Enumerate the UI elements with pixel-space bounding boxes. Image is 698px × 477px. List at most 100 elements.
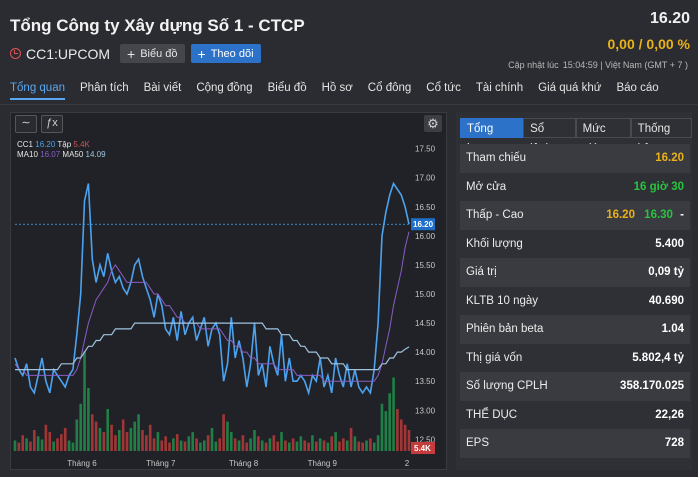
chart-panel: ∼ ƒx ⚙ CC1 16.20 Tập 5.4K MA10 16.07 MA5… xyxy=(10,112,447,470)
chart-button[interactable]: + Biểu đồ xyxy=(120,44,185,63)
volume-bar xyxy=(152,438,156,451)
volume-bar xyxy=(272,435,276,451)
volume-bar xyxy=(98,427,102,451)
stats-panel: Tổng hợp Sổ lệnh Mức giá Thống kê Tham c… xyxy=(456,112,692,470)
tab-chart[interactable]: Biểu đồ xyxy=(267,82,307,94)
x-tick-label: Tháng 8 xyxy=(229,459,259,468)
volume-bar xyxy=(206,435,210,451)
tab-analysis[interactable]: Phân tích xyxy=(80,82,129,94)
tab-shareholders[interactable]: Cổ đông xyxy=(367,82,412,94)
volume-bar xyxy=(202,440,206,451)
volume-bar xyxy=(191,432,194,451)
volume-bar xyxy=(384,411,388,451)
tab-overview[interactable]: Tổng quan xyxy=(10,82,65,100)
volume-bar xyxy=(56,438,59,451)
current-price-badge xyxy=(411,218,435,231)
stat-label: Thị giá vốn xyxy=(466,351,523,364)
volume-bar xyxy=(284,440,287,451)
volume-bar xyxy=(17,442,21,451)
volume-bar xyxy=(25,438,28,451)
volume-bar xyxy=(60,434,63,451)
indicator-button[interactable]: ƒx xyxy=(41,115,63,133)
volume-bar xyxy=(326,442,330,451)
volume-bar xyxy=(253,430,256,451)
volume-bar xyxy=(403,424,407,451)
volume-bar xyxy=(33,430,36,451)
volume-bar xyxy=(67,440,71,451)
volume-bar xyxy=(376,435,380,451)
stat-value: 728 xyxy=(664,437,684,450)
volume-bar xyxy=(349,427,353,451)
stat-value: 5.400 xyxy=(655,237,684,250)
volume-bar xyxy=(399,419,403,451)
volume-bar xyxy=(195,438,198,451)
volume-bar xyxy=(396,409,399,451)
x-tick-label: Tháng 9 xyxy=(308,459,338,468)
volume-label: 5.4K xyxy=(414,444,431,453)
tab-profile[interactable]: Hồ sơ xyxy=(321,82,353,94)
legend-vol-label: Tập xyxy=(57,140,72,149)
tab-statistics[interactable]: Thống kê xyxy=(630,118,692,155)
volume-bar xyxy=(257,436,260,451)
stat-label: KLTB 10 ngày xyxy=(466,294,539,307)
follow-button[interactable]: + Theo dõi xyxy=(190,44,261,63)
volume-bar xyxy=(249,438,252,451)
stat-row-volume: Khối lượng 5.400 xyxy=(460,230,690,259)
legend-price: 16.20 xyxy=(35,140,56,149)
volume-bar xyxy=(334,432,337,451)
volume-bar xyxy=(268,438,272,451)
legend-line-1: CC1 16.20 Tập 5.4K xyxy=(17,140,90,149)
tab-articles[interactable]: Bài viết xyxy=(143,82,182,94)
tab-community[interactable]: Cộng đồng xyxy=(196,82,253,94)
stat-row-shares: Số lượng CPLH 358.170.025 xyxy=(460,372,690,401)
follow-button-label: Theo dõi xyxy=(210,47,254,60)
chart-settings-button[interactable]: ⚙ xyxy=(424,115,442,132)
volume-bar xyxy=(125,432,129,451)
stat-label: Phiên bản beta xyxy=(466,323,544,336)
tab-summary[interactable]: Tổng hợp xyxy=(460,118,524,155)
volume-bar xyxy=(357,441,361,451)
volume-bar xyxy=(117,430,121,451)
stat-row-low-high: Thấp - Cao 16.20 16.30 - xyxy=(460,201,690,230)
stat-value: 40.690 xyxy=(648,294,684,307)
y-tick-label: 14.00 xyxy=(415,348,436,357)
volume-bar xyxy=(276,441,279,451)
y-tick-label: 14.50 xyxy=(415,319,436,328)
volume-bar xyxy=(318,438,322,451)
tab-history[interactable]: Giá quá khứ xyxy=(538,82,602,94)
tab-dividends[interactable]: Cổ tức xyxy=(426,82,461,94)
volume-bar xyxy=(330,436,334,451)
volume-bar xyxy=(48,432,52,451)
plus-icon: + xyxy=(127,45,136,62)
volume-bar xyxy=(94,421,98,451)
volume-bar xyxy=(338,441,341,451)
x-tick-label: Tháng 6 xyxy=(67,459,97,468)
gear-icon: ⚙ xyxy=(427,116,439,131)
update-time: 15:04:59 | Việt Nam (GMT + 7 ) xyxy=(562,60,688,70)
volume-bar xyxy=(388,393,391,451)
tab-price-levels[interactable]: Mức giá xyxy=(575,118,631,155)
stat-label: Tham chiếu xyxy=(466,152,527,165)
update-label: Cập nhật lúc xyxy=(508,60,559,70)
volume-bar xyxy=(29,441,32,451)
volume-bar xyxy=(52,441,55,451)
line-style-button[interactable]: ∼ xyxy=(15,115,37,133)
stat-value: 358.170.025 xyxy=(620,380,684,393)
volume-bar xyxy=(241,435,245,451)
volume-bar xyxy=(214,441,218,451)
price-chart[interactable]: 17.50 17.00 16.50 16.00 15.50 15.00 14.50 14.00… xyxy=(11,113,446,469)
current-price: 16.20 xyxy=(649,10,690,27)
tab-financials[interactable]: Tài chính xyxy=(475,82,524,94)
fx-icon: ƒx xyxy=(46,117,58,129)
tab-order-book[interactable]: Sổ lệnh xyxy=(523,118,576,155)
volume-bar xyxy=(183,441,187,451)
volume-bar xyxy=(164,436,167,451)
tab-reports[interactable]: Báo cáo xyxy=(616,82,659,94)
y-tick-label: 15.00 xyxy=(415,290,436,299)
volume-bar xyxy=(114,435,117,451)
x-tick-label: 2 xyxy=(405,459,410,468)
y-tick-label: 12.50 xyxy=(415,435,436,444)
y-tick-label: 13.00 xyxy=(415,406,436,415)
stat-row-eps: EPS 728 xyxy=(460,429,690,458)
volume-bar xyxy=(287,442,291,451)
